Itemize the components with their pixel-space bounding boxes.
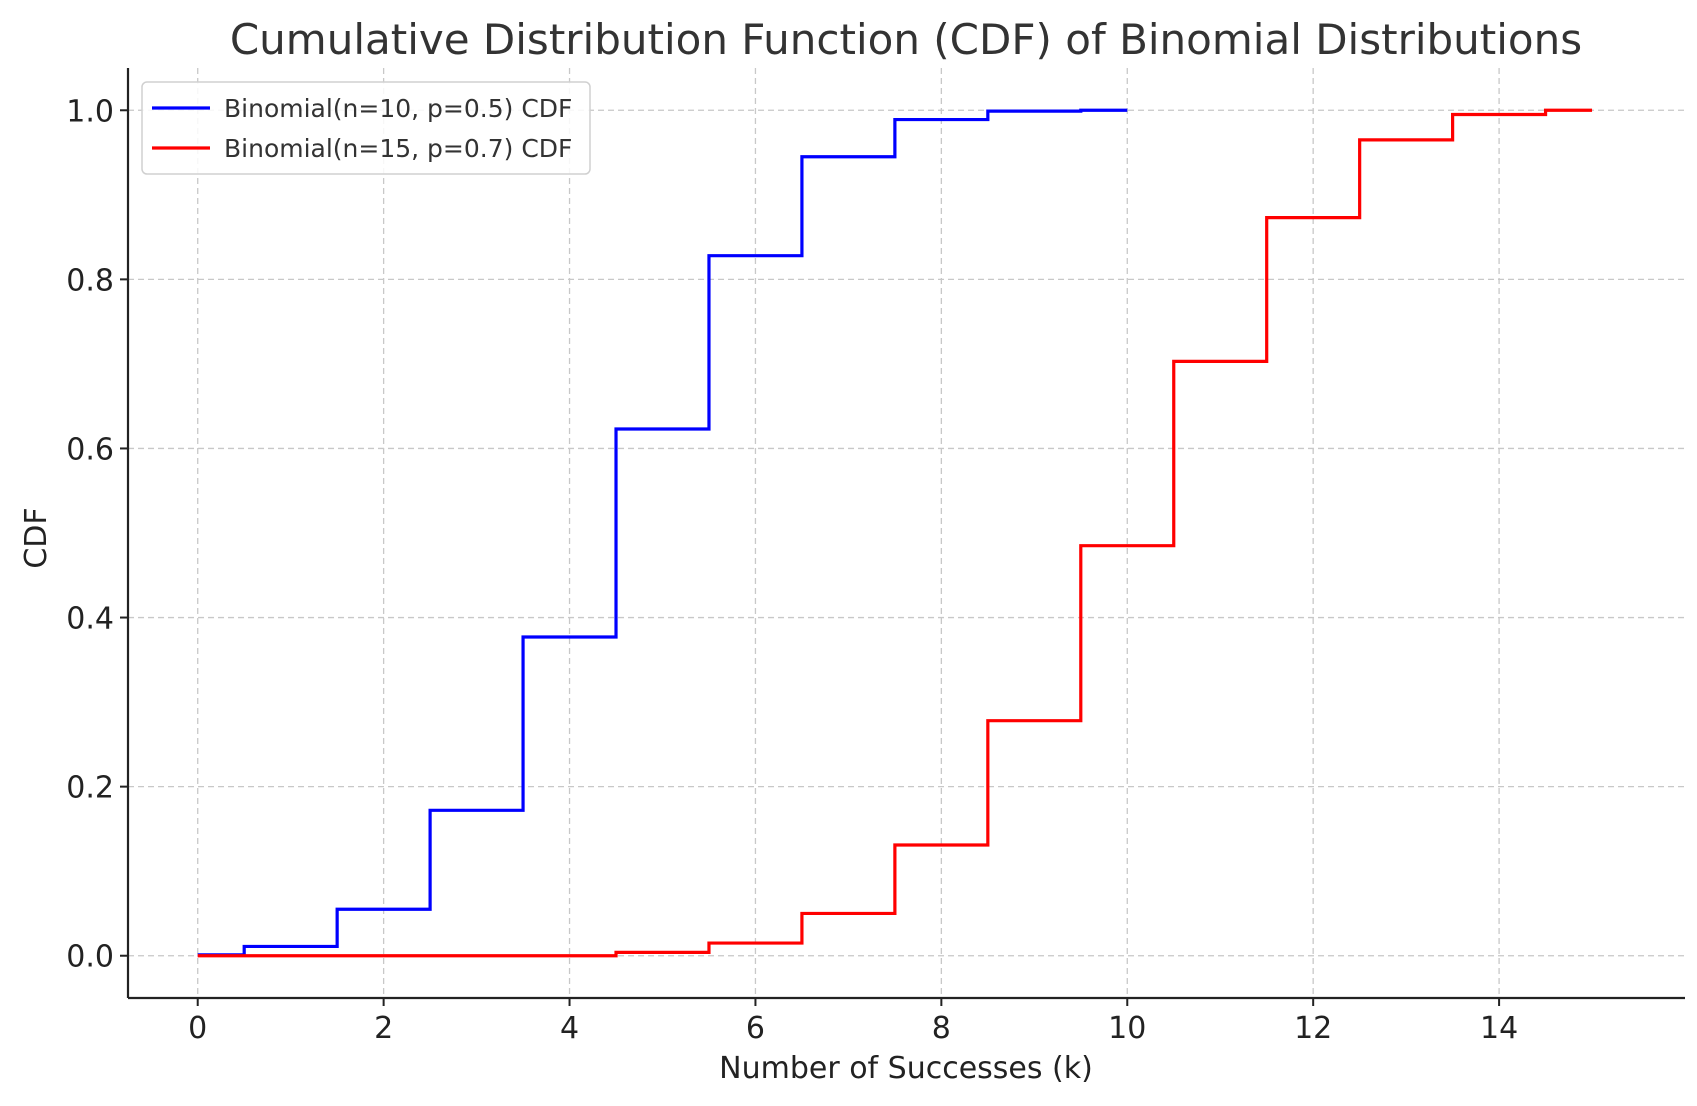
y-tick-label: 0.6 — [66, 432, 114, 467]
y-tick-label: 0.4 — [66, 602, 114, 637]
legend-label: Binomial(n=15, p=0.7) CDF — [224, 134, 572, 163]
x-axis-label: Number of Successes (k) — [719, 1051, 1093, 1086]
x-tick-label: 4 — [560, 1011, 579, 1046]
x-tick-label: 2 — [374, 1011, 393, 1046]
x-tick-label: 14 — [1480, 1011, 1518, 1046]
y-tick-label: 1.0 — [66, 94, 114, 129]
axes — [120, 68, 1685, 1006]
x-tick-label: 8 — [932, 1011, 951, 1046]
y-axis-label: CDF — [19, 507, 54, 568]
legend-box — [141, 81, 591, 175]
x-tick-label: 6 — [746, 1011, 765, 1046]
legend: Binomial(n=10, p=0.5) CDF Binomial(n=15, … — [141, 81, 591, 175]
series-lines — [197, 108, 1593, 958]
tick-labels: 0 2 4 6 8 10 12 14 0.0 0.2 0.4 0.6 0.8 1.0 — [66, 94, 1518, 1046]
x-tick-label: 0 — [188, 1011, 207, 1046]
x-tick-label: 12 — [1294, 1011, 1332, 1046]
y-tick-label: 0.8 — [66, 263, 114, 298]
y-tick-label: 0.2 — [66, 771, 114, 806]
chart-title: Cumulative Distribution Function (CDF) o… — [230, 15, 1582, 64]
legend-label: Binomial(n=10, p=0.5) CDF — [224, 94, 572, 123]
series-line-1 — [197, 108, 1128, 957]
y-tick-label: 0.0 — [66, 940, 114, 975]
x-tick-label: 10 — [1108, 1011, 1146, 1046]
grid-lines — [128, 68, 1685, 998]
series-line-2 — [197, 108, 1593, 958]
